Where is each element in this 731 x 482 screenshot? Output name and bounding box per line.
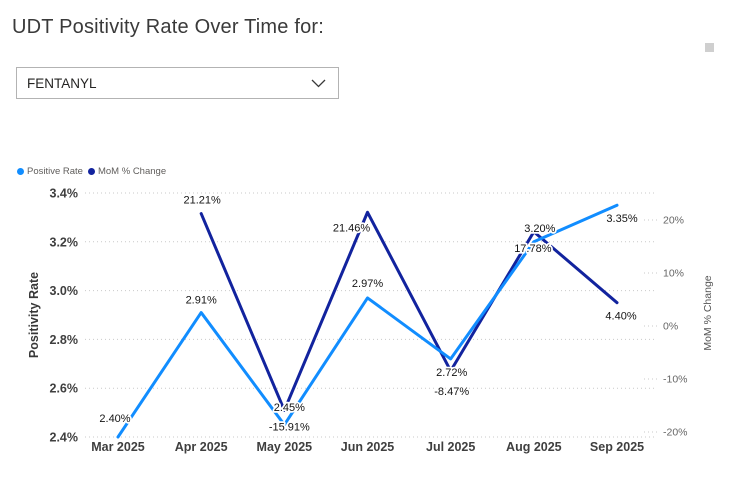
x-axis-tick-label: Jul 2025 [426, 440, 475, 454]
page-title: UDT Positivity Rate Over Time for: [12, 16, 325, 38]
data-label: 2.91% [186, 295, 217, 307]
right-axis-title: MoM % Change [702, 275, 714, 350]
x-axis-tick-label: Jun 2025 [341, 440, 395, 454]
scroll-handle[interactable] [705, 43, 714, 52]
right-axis-tick-label: 0% [663, 321, 678, 333]
data-label: 3.20% [524, 223, 555, 235]
legend-label-mom-change: MoM % Change [97, 166, 167, 177]
legend-dot-positive-rate [17, 168, 24, 175]
right-axis-tick-label: 20% [663, 215, 684, 227]
substance-dropdown[interactable]: FENTANYL [16, 67, 339, 99]
chart-legend: Positive Rate MoM % Change [17, 166, 166, 177]
line-chart: Positivity Rate MoM % Change 3.4% 3.2% 3.0… [0, 130, 731, 477]
data-label: 21.21% [184, 195, 222, 207]
x-axis-tick-label: Mar 2025 [91, 440, 145, 454]
data-label: 3.35% [606, 213, 637, 225]
legend-label-positive-rate: Positive Rate [27, 166, 83, 177]
legend-dot-mom-change [87, 168, 95, 175]
data-label: -15.91% [269, 421, 310, 433]
left-axis-tick-label: 3.2% [50, 235, 79, 249]
legend-item-positive-rate[interactable]: Positive Rate [17, 166, 83, 177]
series-line-positive-rate[interactable] [116, 203, 619, 439]
left-axis-title: Positivity Rate [27, 272, 41, 358]
legend-item-mom-change[interactable]: MoM % Change [87, 166, 167, 177]
series-line-mom-change[interactable] [199, 210, 619, 412]
right-axis-tick-label: 10% [663, 268, 684, 280]
left-axis-tick-label: 3.0% [50, 284, 79, 298]
right-axis-tick-label: -20% [663, 427, 688, 439]
left-axis-tick-label: 2.4% [50, 431, 79, 445]
substance-dropdown-value: FENTANYL [27, 75, 97, 91]
chevron-down-icon [311, 79, 326, 88]
data-label: -8.47% [434, 386, 469, 398]
data-label: 17.78% [514, 243, 552, 255]
data-label: 2.72% [436, 367, 467, 379]
x-axis-tick-label: Apr 2025 [175, 440, 228, 454]
data-label: 21.46% [333, 222, 371, 234]
chart-canvas: Positivity Rate MoM % Change 3.4% 3.2% 3.0… [27, 187, 714, 455]
right-axis-tick-label: -10% [663, 374, 688, 386]
x-axis-tick-label: Aug 2025 [506, 440, 562, 454]
x-axis-tick-label: Sep 2025 [590, 440, 644, 454]
data-label: 2.45% [274, 402, 305, 414]
data-label: 2.97% [352, 278, 383, 290]
left-axis-tick-label: 3.4% [50, 187, 79, 201]
left-axis-tick-label: 2.6% [50, 382, 79, 396]
data-label: 4.40% [605, 311, 636, 323]
data-label: 2.40% [99, 413, 130, 425]
x-axis-tick-label: May 2025 [257, 440, 313, 454]
left-axis-tick-label: 2.8% [50, 333, 79, 347]
